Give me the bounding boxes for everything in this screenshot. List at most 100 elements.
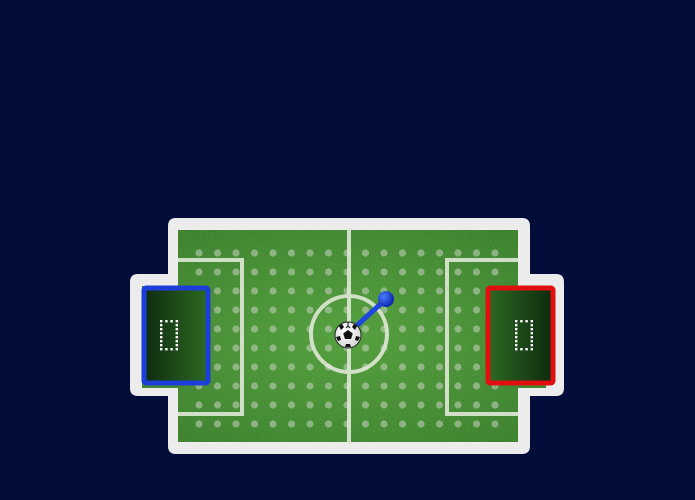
peg-dot <box>250 382 259 390</box>
peg-dot <box>324 382 333 390</box>
peg-dot <box>398 287 407 295</box>
peg-dot <box>454 363 462 371</box>
peg-dot <box>472 249 481 257</box>
soccer-ball-icon[interactable] <box>334 321 362 349</box>
score-pixel <box>160 320 163 323</box>
peg-dot <box>306 249 314 257</box>
peg-dot <box>287 420 296 428</box>
peg-dot <box>195 249 203 257</box>
score-pixel <box>530 320 533 323</box>
peg-dot <box>398 382 407 390</box>
score-pixel <box>160 328 163 331</box>
peg-dot <box>306 306 314 314</box>
peg-dot <box>491 268 499 276</box>
peg-dot <box>232 382 240 390</box>
score-pixel <box>515 332 518 335</box>
score-pixel <box>175 328 178 331</box>
peg-dot <box>472 363 481 371</box>
peg-dot <box>306 287 314 295</box>
peg-dot <box>324 325 333 333</box>
peg-dot <box>361 382 370 390</box>
peg-dot <box>250 325 259 333</box>
peg-dot <box>269 344 277 352</box>
peg-dot <box>213 420 222 428</box>
aim-knob-icon[interactable] <box>378 291 394 307</box>
peg-dot <box>269 249 277 257</box>
peg-dot <box>380 382 388 390</box>
peg-dot <box>306 420 314 428</box>
peg-dot <box>417 382 425 390</box>
peg-dot <box>324 420 333 428</box>
peg-dot <box>306 363 314 371</box>
peg-dot <box>324 268 333 276</box>
peg-dot <box>287 287 296 295</box>
score-pixel <box>160 336 163 339</box>
peg-dot <box>380 249 388 257</box>
peg-dot <box>269 420 277 428</box>
peg-dot <box>250 401 259 409</box>
score-pixel <box>515 340 518 343</box>
blue-goal: 0 <box>141 285 211 386</box>
peg-dot <box>287 344 296 352</box>
peg-dot <box>361 306 370 314</box>
score-pixel <box>175 340 178 343</box>
peg-dot <box>435 382 444 390</box>
peg-dot <box>417 363 425 371</box>
peg-dot <box>417 325 425 333</box>
peg-dot <box>287 325 296 333</box>
peg-dot <box>250 287 259 295</box>
peg-dot <box>380 363 388 371</box>
peg-dot <box>269 401 277 409</box>
peg-dot <box>454 287 462 295</box>
peg-dot <box>472 420 481 428</box>
score-pixel <box>515 344 518 347</box>
score-pixel <box>530 348 533 351</box>
peg-dot <box>269 363 277 371</box>
peg-dot <box>213 382 222 390</box>
peg-dot <box>472 268 481 276</box>
peg-dot <box>454 344 462 352</box>
score-pixel <box>165 348 168 351</box>
peg-dot <box>213 401 222 409</box>
score-pixel <box>170 320 173 323</box>
peg-dot <box>380 420 388 428</box>
peg-dot <box>287 401 296 409</box>
peg-dot <box>454 268 462 276</box>
peg-dot <box>213 344 222 352</box>
score-pixel <box>160 332 163 335</box>
score-pixel <box>530 332 533 335</box>
peg-dot <box>361 249 370 257</box>
peg-dot <box>417 268 425 276</box>
peg-dot <box>250 268 259 276</box>
peg-dot <box>435 306 444 314</box>
peg-dot <box>380 401 388 409</box>
peg-dot <box>361 268 370 276</box>
peg-dot <box>324 287 333 295</box>
peg-dot <box>472 382 481 390</box>
peg-dot <box>435 249 444 257</box>
peg-dot <box>232 306 240 314</box>
peg-dot <box>287 363 296 371</box>
peg-dot <box>269 325 277 333</box>
peg-dot <box>232 363 240 371</box>
peg-dot <box>250 306 259 314</box>
peg-dot <box>491 401 499 409</box>
peg-dot <box>361 401 370 409</box>
left-penalty-box <box>178 258 244 416</box>
score-pixel <box>160 348 163 351</box>
peg-dot <box>287 306 296 314</box>
peg-dot <box>269 382 277 390</box>
score-pixel <box>520 348 523 351</box>
peg-dot <box>417 249 425 257</box>
peg-dot <box>213 249 222 257</box>
peg-dot <box>398 420 407 428</box>
peg-dot <box>306 401 314 409</box>
peg-dot <box>491 249 499 257</box>
peg-dot <box>454 420 462 428</box>
peg-dot <box>232 344 240 352</box>
peg-dot <box>232 268 240 276</box>
score-pixel <box>175 348 178 351</box>
peg-dot <box>232 401 240 409</box>
